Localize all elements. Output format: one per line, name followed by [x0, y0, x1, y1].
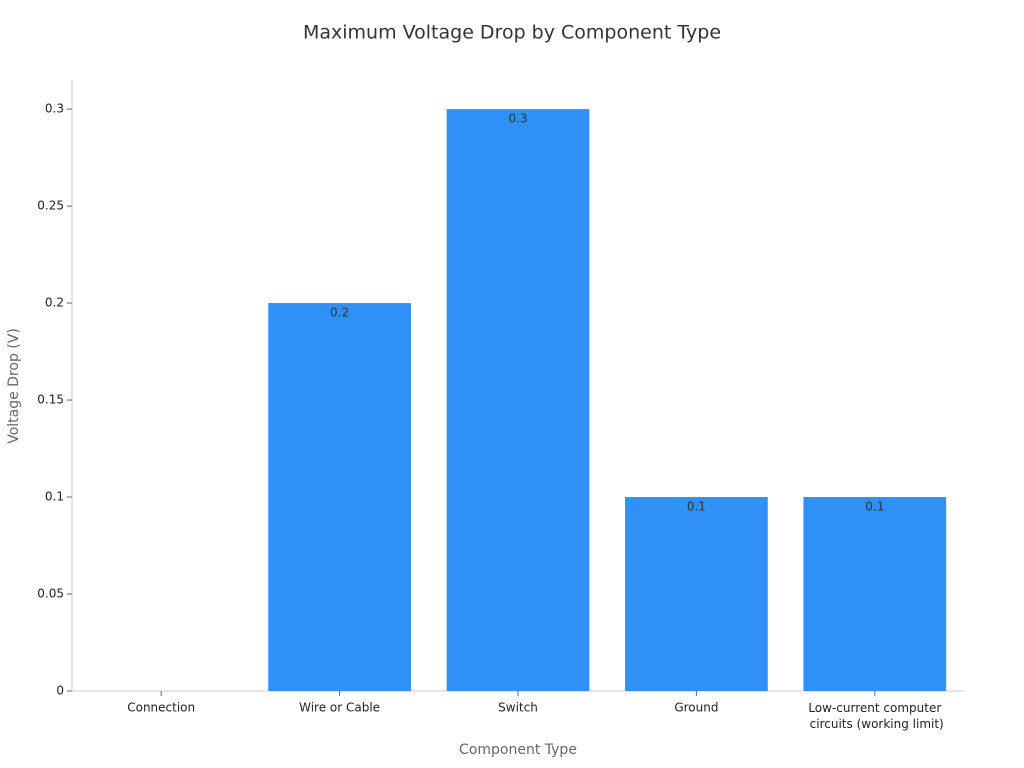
y-axis-label: Voltage Drop (V) [6, 328, 22, 444]
data-label: 0.1 [865, 500, 884, 514]
bar [446, 109, 590, 692]
data-label: 0.3 [508, 112, 527, 126]
y-tick-label: 0.25 [37, 199, 64, 213]
data-label: 0.2 [330, 306, 349, 320]
x-axis-label: Component Type [459, 742, 577, 758]
data-label: 0.1 [687, 500, 706, 514]
x-tick-label: Wire or Cable [299, 701, 380, 715]
x-tick-label: Ground [674, 701, 718, 715]
y-tick-label: 0.2 [45, 296, 64, 310]
bar [803, 497, 947, 691]
y-tick-label: 0 [56, 684, 64, 698]
chart-title: Maximum Voltage Drop by Component Type [303, 22, 721, 44]
y-tick-label: 0.3 [45, 102, 64, 116]
x-tick-label: Connection [127, 701, 195, 715]
y-tick-label: 0.15 [37, 393, 64, 407]
bar [268, 303, 411, 691]
x-tick-label: Low-current computer circuits (working l… [806, 701, 944, 731]
bar [625, 497, 768, 691]
y-tick-label: 0.1 [45, 490, 64, 504]
x-tick-label: Switch [498, 701, 538, 715]
y-tick-label: 0.05 [37, 587, 64, 601]
